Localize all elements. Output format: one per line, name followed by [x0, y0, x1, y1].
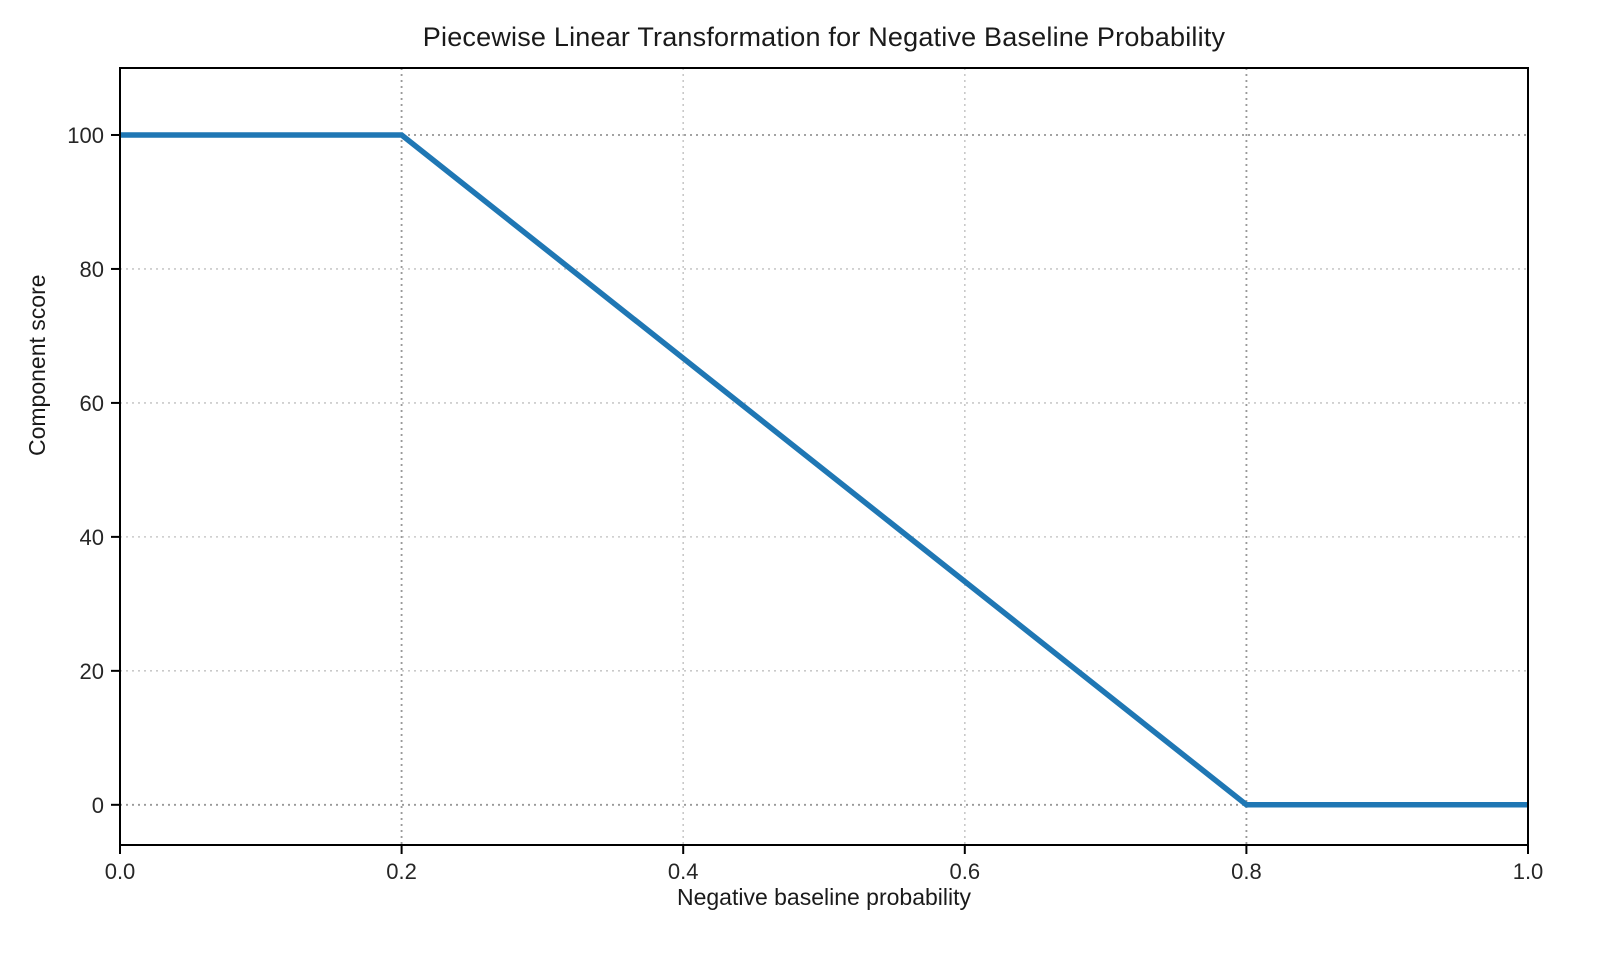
y-tick-label: 60	[80, 391, 104, 416]
x-tick-label: 0.4	[668, 859, 699, 884]
x-tick-label: 0.8	[1231, 859, 1262, 884]
x-tick-label: 0.0	[105, 859, 136, 884]
x-axis-label: Negative baseline probability	[676, 884, 972, 910]
y-tick-label: 20	[80, 659, 104, 684]
y-tick-label: 40	[80, 525, 104, 550]
y-tick-label: 0	[92, 793, 104, 818]
x-tick-label: 1.0	[1513, 859, 1544, 884]
data-line	[120, 132, 1528, 808]
x-tick-label: 0.2	[386, 859, 417, 884]
chart-title: Piecewise Linear Transformation for Nega…	[422, 22, 1226, 52]
y-tick-label: 100	[67, 123, 104, 148]
x-tick-label: 0.6	[950, 859, 981, 884]
axes-spines	[119, 67, 1529, 846]
y-tick-label: 80	[80, 257, 104, 282]
